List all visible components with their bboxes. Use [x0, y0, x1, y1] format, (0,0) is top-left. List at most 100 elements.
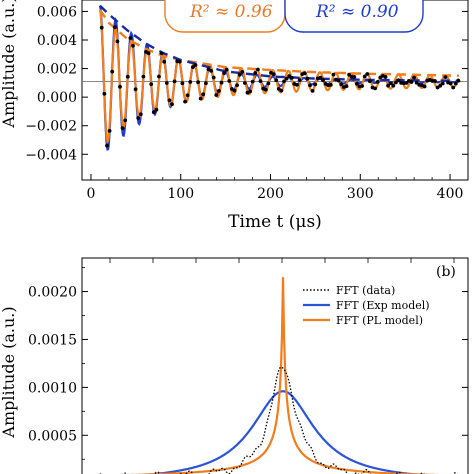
data-point	[167, 98, 172, 103]
data-point	[284, 76, 289, 81]
data-point	[360, 84, 364, 88]
data-point	[414, 80, 419, 85]
data-point	[99, 25, 104, 30]
data-point	[297, 78, 302, 82]
data-point	[256, 67, 260, 72]
data-point	[149, 82, 154, 87]
data-point	[404, 81, 409, 85]
data-point	[375, 80, 380, 84]
data-point	[386, 83, 390, 88]
data-point	[365, 72, 370, 76]
data-point	[355, 81, 359, 86]
legend-label-pl: FFT (PL model)	[336, 314, 423, 327]
y-tick-label: 0.000	[37, 90, 77, 106]
data-point	[170, 102, 174, 107]
data-point	[443, 75, 448, 79]
data-point	[289, 75, 294, 80]
data-point	[164, 81, 169, 85]
x-tick-label: 100	[167, 186, 194, 202]
data-point	[250, 79, 255, 84]
data-point	[115, 39, 120, 44]
data-point	[235, 83, 240, 88]
data-point	[456, 78, 461, 83]
data-point	[318, 75, 323, 80]
data-point	[185, 93, 190, 98]
data-point	[271, 72, 276, 76]
data-point	[308, 83, 312, 88]
data-point	[193, 63, 198, 67]
panel-b-y-axis-label: Amplitude (a.u.)	[0, 306, 18, 438]
data-point	[157, 74, 161, 79]
data-point	[274, 78, 279, 83]
data-point	[253, 71, 258, 75]
data-point	[344, 84, 349, 89]
data-point	[112, 25, 117, 30]
data-point	[141, 74, 146, 79]
data-point	[138, 112, 143, 117]
data-point	[125, 74, 130, 79]
data-point	[214, 93, 219, 97]
data-point	[266, 81, 271, 86]
data-point	[188, 80, 193, 84]
data-point	[217, 89, 221, 93]
data-point	[128, 36, 133, 40]
data-point	[422, 84, 427, 89]
y-tick-label: −0.004	[25, 147, 77, 163]
data-point	[391, 83, 396, 88]
data-point	[177, 59, 182, 64]
data-point	[438, 83, 443, 88]
y-tick-label: 0.0020	[28, 285, 77, 301]
x-tick-label: 400	[437, 186, 464, 202]
data-point	[396, 78, 401, 83]
data-point	[394, 80, 398, 85]
data-point	[120, 126, 125, 130]
r2-label-pl: R² ≈ 0.96	[189, 2, 273, 22]
panel-a-ticks: −0.004 −0.002 0.000 0.002 0.004 0.006 0 100 200 3…	[25, 4, 468, 202]
y-tick-label: 0.0010	[28, 380, 77, 396]
panel-a: −0.004 −0.002 0.000 0.002 0.004 0.006 0 100 200 3…	[0, 0, 469, 232]
data-point	[110, 69, 115, 74]
x-tick-label: 200	[257, 186, 284, 202]
y-tick-label: 0.004	[37, 33, 77, 49]
x-tick-label: 300	[347, 186, 374, 202]
data-point	[146, 51, 151, 56]
legend-label-data: FFT (data)	[336, 284, 395, 297]
data-point	[302, 71, 307, 76]
panel-b-label: (b)	[436, 264, 456, 280]
series-fft-data	[99, 366, 458, 474]
data-point	[451, 85, 456, 90]
data-point	[240, 70, 245, 74]
data-point	[440, 81, 445, 86]
data-point	[383, 75, 388, 79]
data-point	[388, 81, 393, 86]
data-point	[328, 83, 333, 87]
data-point	[136, 116, 141, 120]
data-point	[409, 80, 414, 84]
data-point	[191, 65, 195, 69]
data-point	[224, 67, 229, 72]
data-point	[183, 99, 188, 104]
data-point	[295, 82, 299, 87]
panel-b-ticks: 0.0005 0.0010 0.0015 0.0020	[28, 258, 468, 460]
panel-a-frame	[81, 0, 469, 181]
r2-box-exp	[284, 0, 424, 33]
data-point	[131, 43, 135, 48]
r2-label-exp: R² ≈ 0.90	[315, 2, 399, 22]
data-point	[263, 87, 268, 92]
data-point	[105, 143, 109, 148]
data-point	[331, 72, 336, 77]
data-point	[362, 74, 367, 79]
data-point	[347, 72, 351, 77]
data-point	[219, 80, 224, 85]
data-point	[243, 81, 247, 85]
data-point	[368, 79, 372, 84]
data-point	[180, 81, 185, 86]
y-tick-label: 0.0005	[28, 428, 77, 444]
data-point	[433, 79, 437, 83]
legend: FFT (data) FFT (Exp model) FFT (PL model…	[303, 284, 430, 327]
data-point	[248, 89, 253, 94]
panel-a-series	[98, 4, 461, 151]
data-point	[453, 81, 458, 86]
data-point	[373, 86, 377, 91]
